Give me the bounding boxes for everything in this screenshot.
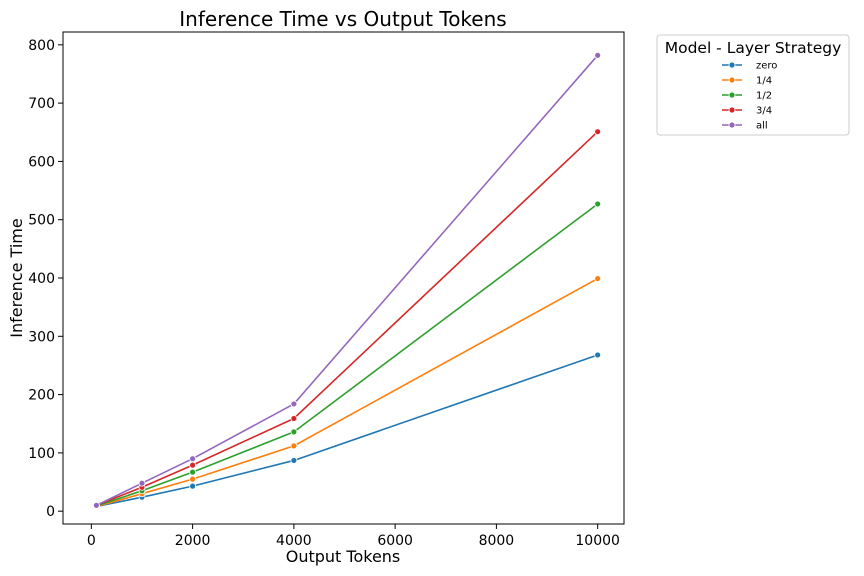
x-axis: 0 2000 4000 6000 8000 10000	[87, 524, 620, 549]
data-point	[594, 200, 602, 208]
data-point	[290, 400, 298, 408]
legend-swatch-marker	[728, 121, 736, 129]
legend-item: 3/4	[722, 106, 772, 117]
legend-box	[656, 34, 850, 136]
data-point	[290, 428, 298, 436]
chart-title: Inference Time vs Output Tokens	[179, 7, 506, 31]
data-point	[594, 51, 602, 59]
legend-label: 3/4	[756, 106, 772, 117]
legend-item: zero	[722, 61, 777, 72]
data-point	[189, 482, 197, 490]
data-point	[594, 275, 602, 282]
data-point	[594, 351, 602, 359]
data-point	[189, 468, 197, 476]
y-axis-label: Inference Time	[7, 218, 26, 337]
x-axis-label: Output Tokens	[286, 547, 401, 566]
legend-label: 1/4	[756, 76, 772, 87]
legend-label: 1/2	[756, 91, 772, 102]
legend-swatch-marker	[728, 106, 736, 114]
legend-swatch-marker	[728, 91, 736, 99]
x-tick-label: 8000	[479, 533, 515, 549]
legend-item: 1/4	[722, 76, 772, 87]
data-point	[290, 442, 298, 450]
y-axis: 0 100 200 300 400 500 600 700 800	[28, 38, 63, 520]
data-point	[290, 415, 298, 422]
y-tick-label: 800	[28, 38, 55, 54]
series-all	[93, 51, 602, 509]
x-tick-label: 6000	[377, 533, 413, 549]
x-tick-label: 0	[87, 533, 96, 549]
legend-item: all	[722, 121, 768, 132]
y-tick-label: 300	[28, 329, 55, 345]
y-tick-label: 400	[28, 271, 55, 287]
y-tick-label: 0	[46, 504, 55, 520]
legend-item: 1/2	[722, 91, 772, 102]
y-tick-label: 500	[28, 213, 55, 229]
data-point	[138, 479, 146, 487]
legend-swatch-marker	[728, 76, 736, 84]
data-point	[189, 461, 197, 469]
y-tick-label: 600	[28, 154, 55, 170]
legend-title: Model - Layer Strategy	[665, 39, 842, 57]
data-point	[93, 501, 100, 509]
legend-label: all	[756, 121, 768, 132]
data-point	[290, 457, 298, 464]
y-tick-label: 700	[28, 96, 55, 112]
legend-swatch-marker	[728, 61, 736, 69]
data-point	[594, 128, 602, 136]
data-point	[189, 455, 197, 463]
y-tick-label: 200	[28, 388, 55, 404]
y-tick-label: 100	[28, 446, 55, 462]
legend: Model - Layer Strategy zero 1/4 1/2 3/4 all	[656, 34, 850, 136]
data-point	[189, 475, 197, 483]
series-layer	[93, 51, 602, 510]
plot-area	[62, 31, 625, 525]
x-tick-label: 10000	[575, 533, 620, 549]
x-tick-label: 2000	[175, 533, 211, 549]
legend-label: zero	[756, 61, 777, 72]
x-tick-label: 4000	[276, 533, 312, 549]
